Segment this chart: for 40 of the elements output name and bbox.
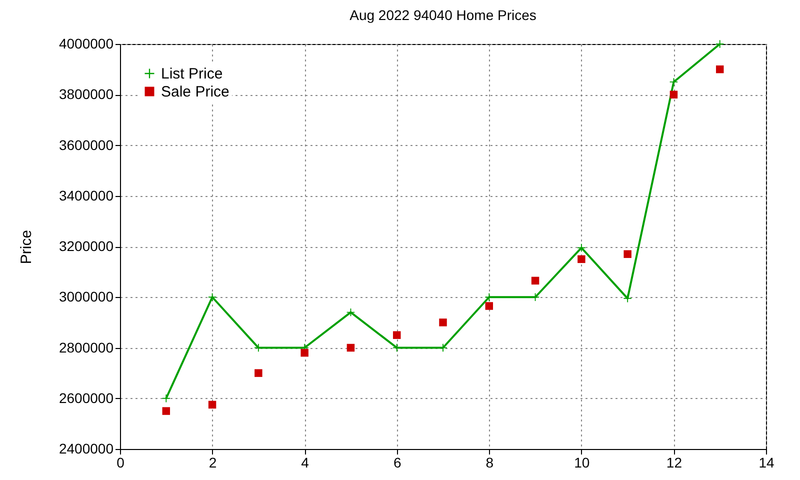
point	[716, 40, 724, 48]
point	[300, 348, 308, 357]
point	[346, 344, 355, 352]
point	[162, 407, 170, 415]
x-tick-label: 8	[486, 454, 494, 470]
point	[208, 293, 216, 301]
point	[254, 369, 262, 377]
y-axis-title: Price	[18, 230, 35, 264]
point	[346, 308, 355, 316]
y-tick-label: 3600000	[58, 136, 114, 153]
point	[624, 250, 632, 258]
point	[716, 65, 724, 74]
legend-label: List Price	[161, 66, 223, 82]
y-tick-label: 3800000	[58, 86, 114, 102]
point	[392, 331, 401, 339]
y-tick-label: 2800000	[58, 339, 114, 356]
point	[670, 90, 678, 98]
point	[439, 318, 447, 326]
y-tick-label: 4000000	[58, 36, 114, 52]
legend-label: Sale Price	[161, 84, 230, 100]
y-tick-label: 2600000	[58, 390, 114, 406]
y-tick-label: 3000000	[58, 288, 114, 305]
y-tick-label: 2400000	[58, 440, 114, 456]
x-tick-label: 0	[116, 454, 125, 470]
y-tick-label: 3400000	[58, 187, 114, 204]
x-tick-label: 6	[393, 454, 402, 470]
x-tick-label: 2	[208, 454, 217, 470]
point	[624, 294, 632, 302]
point	[208, 400, 216, 409]
x-tick-label: 4	[301, 454, 310, 470]
x-tick-label: 14	[758, 454, 774, 470]
chart-title: Aug 2022 94040 Home Prices	[350, 7, 536, 23]
x-tick-label: 10	[574, 454, 590, 470]
x-tick-label: 12	[666, 454, 682, 470]
y-tick-label: 3200000	[58, 238, 114, 254]
point	[485, 302, 494, 310]
point	[531, 276, 540, 285]
point	[578, 255, 586, 264]
point	[670, 78, 678, 86]
point	[162, 394, 170, 402]
